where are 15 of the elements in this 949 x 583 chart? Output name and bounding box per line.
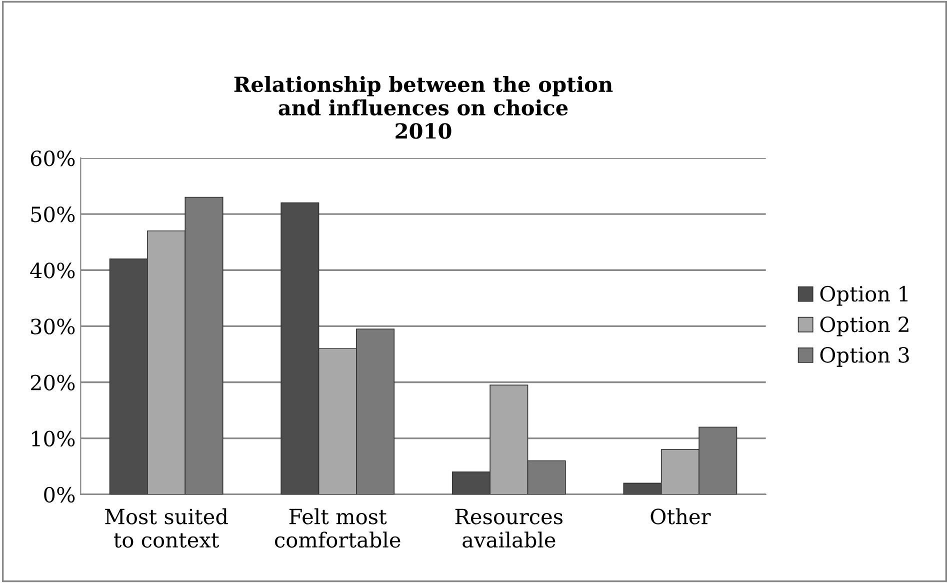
y-tick-label: 50% [31,206,75,222]
legend-label: Option 1 [820,286,908,306]
y-tick-label: 20% [30,374,75,390]
x-tick-label: Other [650,508,711,524]
y-tick-label: 60% [30,150,75,166]
legend-label: Option 3 [820,347,909,367]
y-tick-label: 30% [31,318,75,334]
legend-label: Option 2 [820,316,908,336]
x-tick-label: Resources available [455,508,562,548]
chart-title: Relationship between the option and influences on choice 2010 [234,76,613,139]
y-tick-label: 0% [44,486,75,503]
x-tick-label: Felt most comfortable [274,508,400,548]
y-tick-label: 40% [30,262,75,278]
x-tick-label: Most suited to context [105,508,228,548]
y-tick-label: 10% [32,430,75,447]
